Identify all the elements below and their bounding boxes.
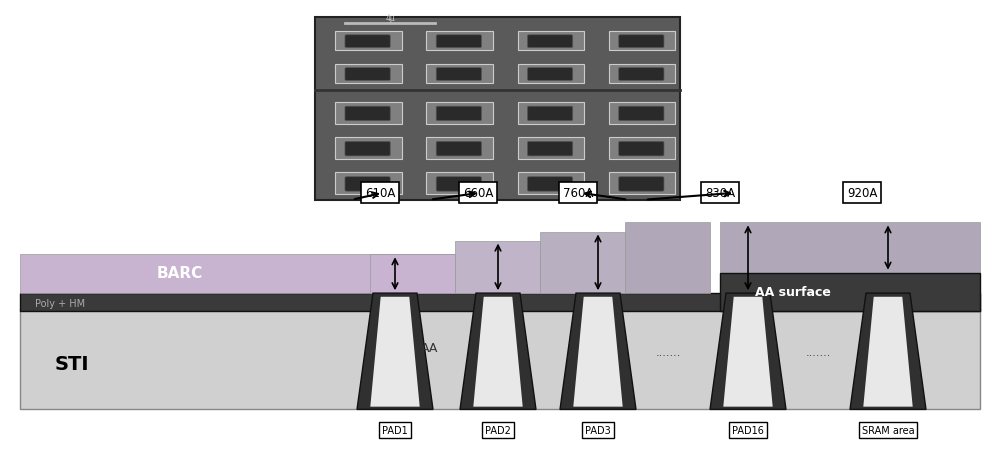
FancyBboxPatch shape — [619, 68, 664, 81]
FancyBboxPatch shape — [619, 35, 664, 49]
FancyBboxPatch shape — [527, 142, 573, 157]
Bar — [518, 173, 584, 195]
FancyBboxPatch shape — [345, 68, 390, 81]
Text: 4µ: 4µ — [385, 14, 395, 22]
Polygon shape — [460, 293, 536, 410]
Text: AA surface: AA surface — [755, 286, 831, 298]
Bar — [426, 173, 493, 195]
FancyBboxPatch shape — [345, 177, 390, 192]
Text: PAD1: PAD1 — [382, 425, 408, 435]
Bar — [609, 138, 675, 160]
Text: BARC: BARC — [157, 266, 203, 280]
Text: 760A: 760A — [563, 187, 593, 200]
Text: 920A: 920A — [847, 187, 877, 200]
Text: .......: ....... — [655, 348, 681, 358]
Bar — [518, 65, 584, 84]
FancyBboxPatch shape — [527, 177, 573, 192]
Polygon shape — [863, 297, 913, 407]
Bar — [20, 293, 980, 312]
Bar — [335, 32, 402, 51]
Bar — [609, 173, 675, 195]
Polygon shape — [723, 297, 773, 407]
Bar — [315, 18, 680, 200]
Polygon shape — [710, 293, 786, 410]
Text: 830A: 830A — [705, 187, 735, 200]
Bar — [426, 138, 493, 160]
Bar — [455, 241, 540, 293]
Polygon shape — [560, 293, 636, 410]
Polygon shape — [473, 297, 523, 407]
Bar — [518, 32, 584, 51]
Text: SRAM area: SRAM area — [862, 425, 914, 435]
FancyBboxPatch shape — [436, 68, 481, 81]
FancyBboxPatch shape — [345, 107, 390, 121]
Bar — [426, 65, 493, 84]
Bar — [335, 65, 402, 84]
FancyBboxPatch shape — [436, 107, 481, 121]
Bar — [518, 103, 584, 124]
FancyBboxPatch shape — [527, 68, 573, 81]
Text: PAD3: PAD3 — [585, 425, 611, 435]
Bar — [20, 309, 980, 410]
Polygon shape — [850, 293, 926, 410]
Bar — [370, 255, 455, 293]
FancyBboxPatch shape — [345, 35, 390, 49]
Bar — [625, 223, 710, 293]
FancyBboxPatch shape — [345, 142, 390, 157]
Bar — [20, 255, 620, 293]
Bar — [426, 32, 493, 51]
FancyBboxPatch shape — [436, 177, 481, 192]
Bar — [335, 173, 402, 195]
Text: STI: STI — [55, 354, 90, 374]
Bar — [335, 138, 402, 160]
Bar — [609, 103, 675, 124]
Bar — [609, 32, 675, 51]
FancyBboxPatch shape — [619, 142, 664, 157]
FancyBboxPatch shape — [436, 35, 481, 49]
Polygon shape — [573, 297, 623, 407]
Polygon shape — [370, 297, 420, 407]
Bar — [540, 232, 625, 293]
Text: Poly + HM: Poly + HM — [35, 298, 85, 308]
Text: AA: AA — [421, 342, 439, 354]
FancyBboxPatch shape — [527, 35, 573, 49]
FancyBboxPatch shape — [527, 107, 573, 121]
Bar — [720, 223, 980, 293]
Text: PAD2: PAD2 — [485, 425, 511, 435]
Text: 660A: 660A — [463, 187, 493, 200]
Text: 610A: 610A — [365, 187, 395, 200]
FancyBboxPatch shape — [436, 142, 481, 157]
FancyBboxPatch shape — [619, 107, 664, 121]
Text: .......: ....... — [805, 348, 831, 358]
Bar — [720, 273, 980, 312]
Text: PAD16: PAD16 — [732, 425, 764, 435]
FancyBboxPatch shape — [619, 177, 664, 192]
Bar — [335, 103, 402, 124]
Polygon shape — [357, 293, 433, 410]
Bar — [426, 103, 493, 124]
Bar — [518, 138, 584, 160]
Bar — [609, 65, 675, 84]
